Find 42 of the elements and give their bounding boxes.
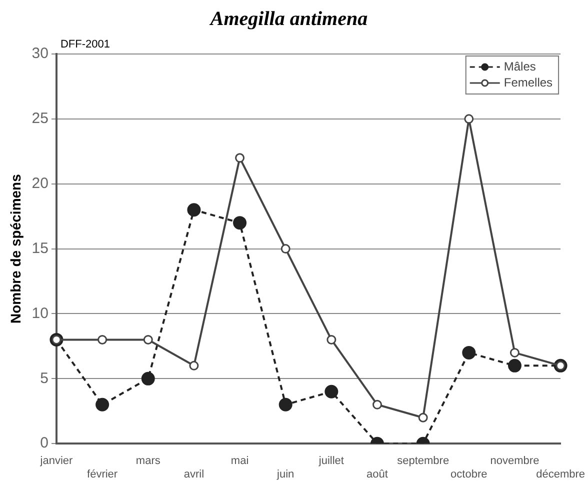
point (418, 412, 428, 422)
legend-label: Mâles (504, 59, 536, 74)
y-tick-label: 0 (40, 434, 48, 452)
x-tick-label: septembre (397, 455, 450, 468)
x-tick-label: mai (230, 455, 249, 468)
point (464, 114, 474, 124)
legend-label: Femelles (504, 75, 553, 90)
point (98, 334, 108, 344)
y-tick-label: 5 (40, 370, 48, 387)
x-tick-label: février (87, 468, 118, 480)
y-tick-label: 20 (32, 175, 48, 192)
x-tick-label: juillet (318, 455, 344, 468)
x-tick-label: novembre (490, 455, 540, 468)
point (462, 346, 476, 360)
point (141, 372, 155, 386)
point (96, 398, 110, 412)
x-tick-label: mars (136, 455, 161, 468)
point (278, 398, 292, 412)
point (280, 244, 290, 254)
point (235, 153, 245, 163)
point (372, 400, 382, 410)
point (189, 360, 199, 370)
x-tick-label: janvier (39, 455, 74, 468)
chart-title: Amegilla antimena (208, 8, 368, 30)
point (324, 384, 338, 398)
point (326, 334, 336, 344)
x-tick-label: avril (184, 468, 204, 480)
text: DFF-2001 (60, 38, 110, 51)
x-tick-label: juin (276, 468, 294, 480)
point (143, 334, 153, 344)
point (510, 348, 520, 358)
y-tick-label: 25 (32, 110, 48, 128)
x-tick-label: décembre (536, 468, 586, 480)
y-tick-label: 30 (32, 45, 48, 62)
y-tick-label: 10 (32, 304, 48, 322)
point (187, 203, 201, 217)
y-axis-title: Nombre de spécimens (7, 174, 24, 324)
y-tick-label: 15 (32, 240, 48, 257)
x-tick-label: octobre (450, 468, 488, 480)
point (508, 358, 522, 372)
point (233, 216, 247, 230)
x-tick-label: août (366, 468, 388, 480)
